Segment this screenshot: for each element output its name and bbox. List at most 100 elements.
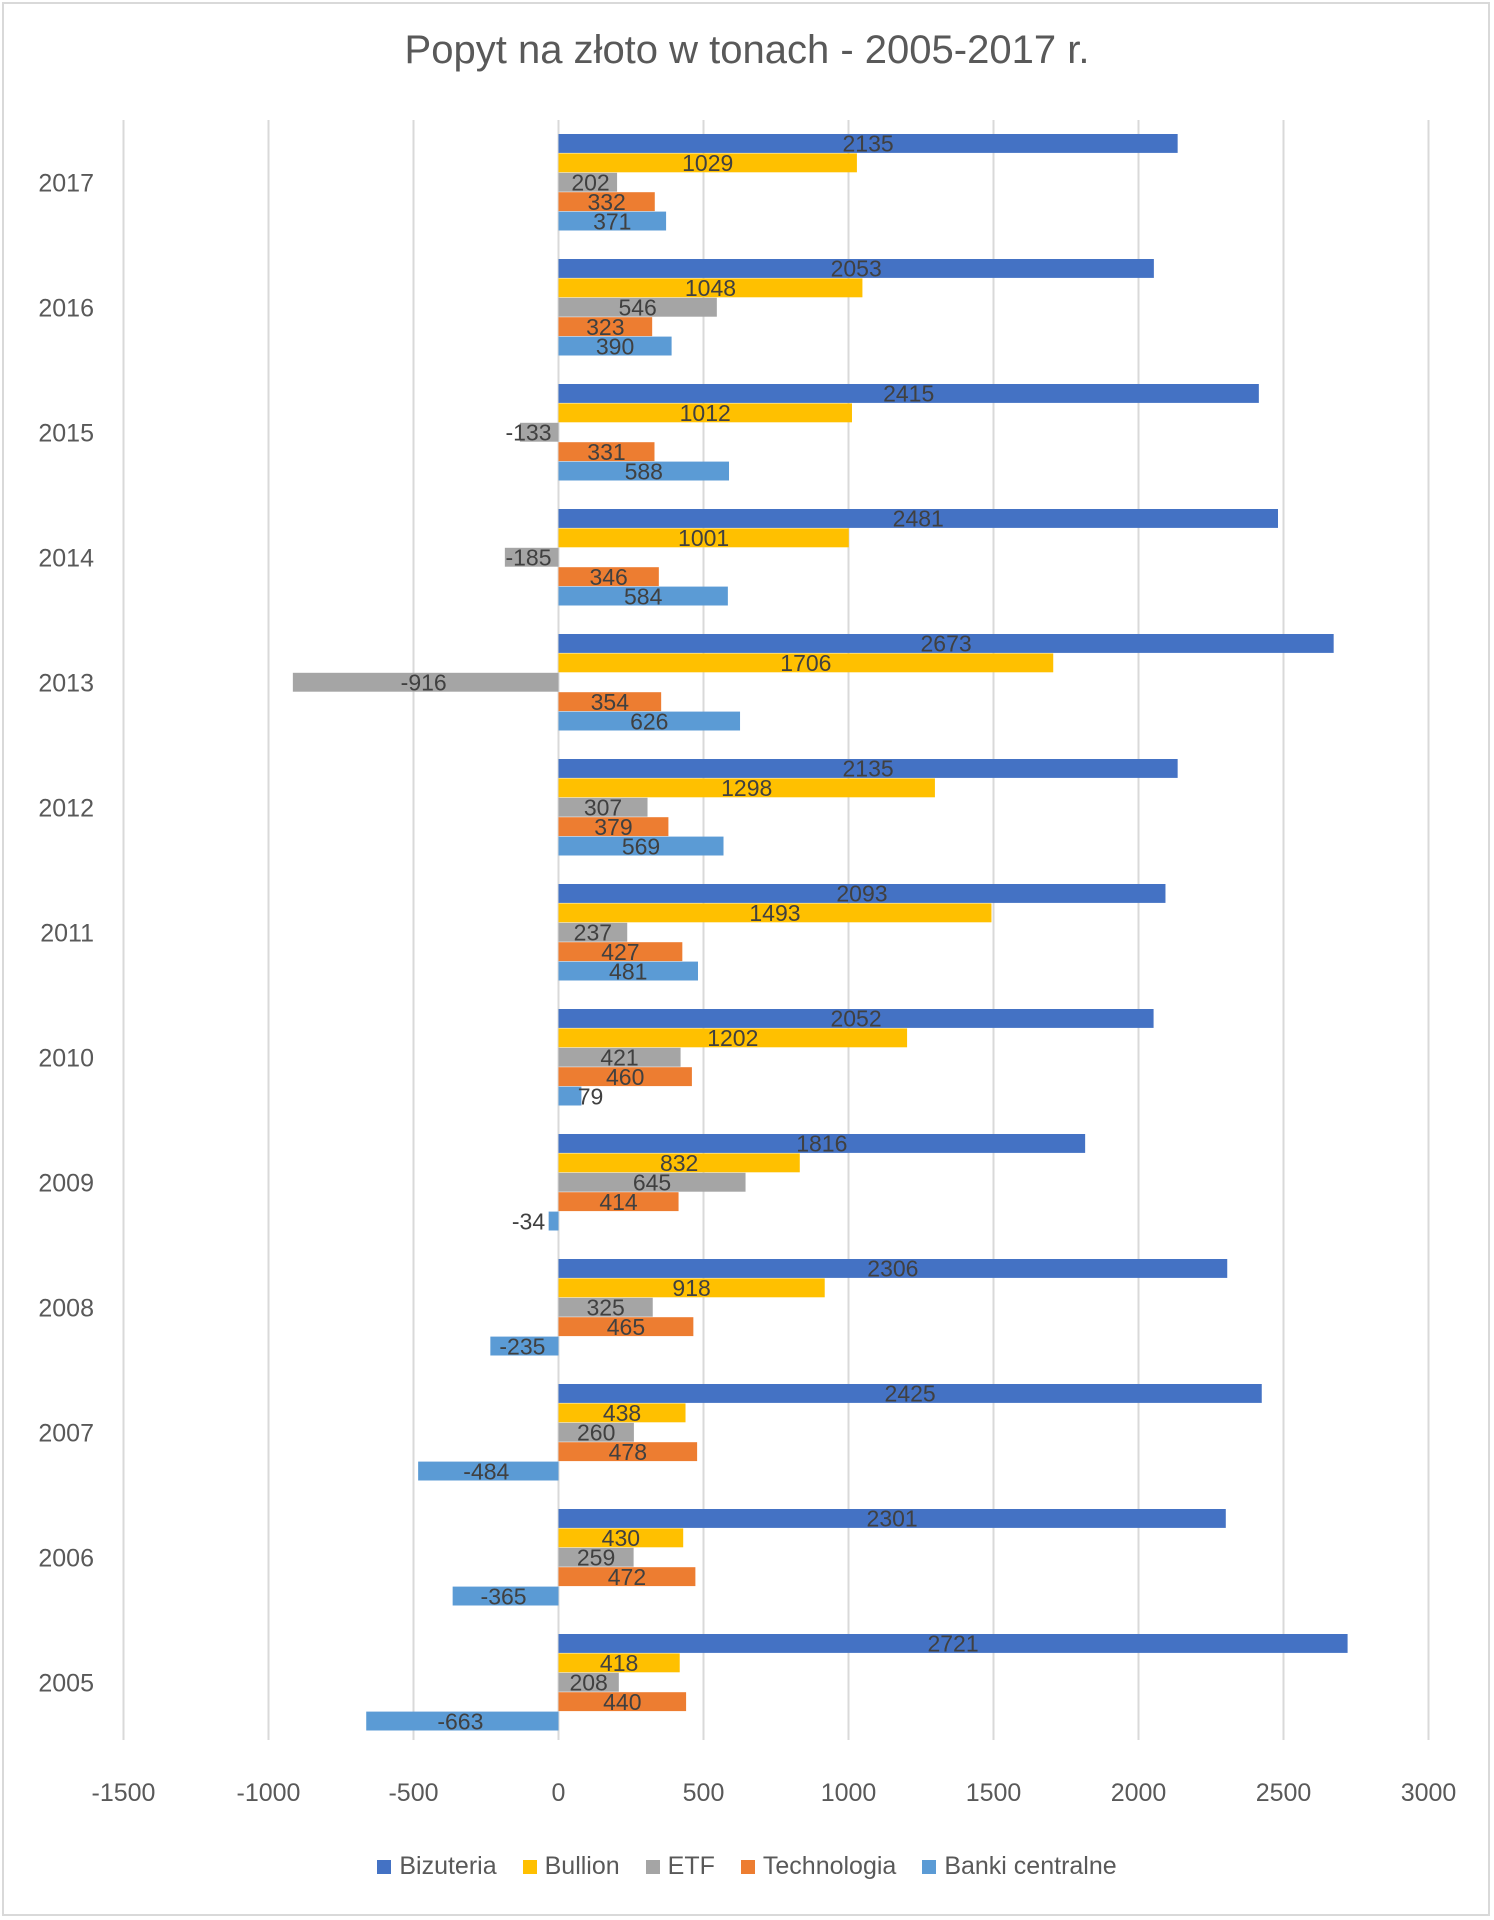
x-tick-label: 0 xyxy=(552,1779,566,1807)
bar-bizuteria xyxy=(558,1009,1154,1028)
y-category-label: 2013 xyxy=(38,670,94,698)
legend: Bizuteria Bullion ETF Technologia Banki cent… xyxy=(0,1852,1494,1881)
legend-swatch xyxy=(922,1859,937,1874)
data-label: 1048 xyxy=(685,275,736,301)
y-category-label: 2015 xyxy=(38,420,94,448)
bar-etf xyxy=(504,547,559,567)
bar-etf xyxy=(558,1297,653,1317)
bar-bullion xyxy=(558,1028,908,1048)
x-tick-label: 2000 xyxy=(1111,1779,1167,1807)
data-label: 331 xyxy=(587,439,625,465)
data-label: 460 xyxy=(606,1064,644,1090)
bar-bizuteria xyxy=(558,634,1334,653)
bar-etf xyxy=(519,422,559,442)
bar-bizuteria xyxy=(558,1259,1228,1278)
data-label: 323 xyxy=(586,314,624,340)
data-label: 354 xyxy=(591,689,630,715)
bar-banki-centralne xyxy=(558,711,741,731)
legend-swatch xyxy=(377,1859,392,1874)
data-label: 481 xyxy=(609,958,647,984)
data-label: 626 xyxy=(630,708,668,734)
axis-labels: -1500 -1000 -500 0 500 1000 1500 2000 2500 3000 20… xyxy=(38,170,1456,1808)
x-tick-label: -1000 xyxy=(237,1779,301,1807)
bar-banki-centralne xyxy=(558,836,724,856)
data-label: 2135 xyxy=(842,756,893,782)
chart-title: Popyt na złoto w tonach - 2005-2017 r. xyxy=(404,28,1090,72)
x-tick-label: -1500 xyxy=(92,1779,156,1807)
data-label: -365 xyxy=(481,1583,527,1609)
bar-bullion xyxy=(558,278,863,298)
bar-bizuteria xyxy=(558,134,1178,153)
x-tick-label: 2500 xyxy=(1256,1779,1312,1807)
data-label: 2053 xyxy=(831,256,882,282)
legend-label: Bizuteria xyxy=(399,1852,497,1880)
data-label: -185 xyxy=(505,545,551,571)
legend-item: Banki centralne xyxy=(922,1852,1117,1881)
bar-bullion xyxy=(558,153,857,173)
bar-bullion xyxy=(558,653,1054,673)
bar-etf xyxy=(292,672,559,692)
data-label: 2415 xyxy=(883,381,934,407)
data-label: -34 xyxy=(512,1208,545,1234)
data-label: 584 xyxy=(624,583,663,609)
bar-bizuteria xyxy=(558,759,1178,778)
data-label: 478 xyxy=(609,1439,647,1465)
data-label: 427 xyxy=(601,939,639,965)
y-category-label: 2008 xyxy=(38,1295,94,1323)
x-tick-label: 500 xyxy=(683,1779,725,1807)
legend-swatch xyxy=(740,1859,755,1874)
data-label: 588 xyxy=(625,458,663,484)
data-label: 2425 xyxy=(885,1381,936,1407)
bar-bizuteria xyxy=(558,509,1278,528)
bar-technologia xyxy=(558,1067,692,1087)
y-category-label: 2011 xyxy=(40,920,94,948)
data-label: 2721 xyxy=(927,1631,978,1657)
legend-label: ETF xyxy=(667,1852,715,1880)
legend-item: Bizuteria xyxy=(377,1852,497,1881)
bar-technologia xyxy=(558,817,669,837)
x-tick-label: -500 xyxy=(388,1779,438,1807)
data-label: 414 xyxy=(599,1189,638,1215)
bar-etf xyxy=(558,1672,619,1692)
bar-etf xyxy=(558,797,648,817)
bar-bullion xyxy=(558,528,849,548)
data-label: 390 xyxy=(596,333,634,359)
data-label: 1012 xyxy=(680,400,731,426)
data-label: 1493 xyxy=(749,900,800,926)
data-label: 2135 xyxy=(842,131,893,157)
bar-technologia xyxy=(558,1692,687,1712)
bar-etf xyxy=(558,1047,681,1067)
y-category-label: 2012 xyxy=(38,795,94,823)
data-label: 440 xyxy=(603,1689,641,1715)
y-category-label: 2016 xyxy=(38,295,94,323)
legend-item: ETF xyxy=(645,1852,715,1881)
bar-technologia xyxy=(558,1442,698,1462)
y-category-label: 2005 xyxy=(38,1670,94,1698)
bar-technologia xyxy=(558,317,653,337)
data-label: -484 xyxy=(463,1458,509,1484)
bar-bullion xyxy=(558,1403,686,1423)
bar-banki-centralne xyxy=(558,211,667,231)
bar-banki-centralne xyxy=(558,961,698,981)
bar-bizuteria xyxy=(558,1634,1348,1653)
bar-technologia xyxy=(558,692,662,712)
data-label: 79 xyxy=(578,1083,604,1109)
data-label: 430 xyxy=(602,1525,640,1551)
bar-etf xyxy=(558,1422,634,1442)
data-label: 1001 xyxy=(678,525,729,551)
y-category-label: 2014 xyxy=(38,545,94,573)
bar-bizuteria xyxy=(558,1384,1262,1403)
bar-bullion xyxy=(558,1153,800,1173)
data-label: 2093 xyxy=(836,881,887,907)
y-category-label: 2007 xyxy=(38,1420,94,1448)
data-label: 202 xyxy=(571,170,609,196)
data-label: 421 xyxy=(600,1045,638,1071)
data-label: 438 xyxy=(603,1400,641,1426)
bar-bizuteria xyxy=(558,1509,1226,1528)
x-tick-label: 1000 xyxy=(821,1779,877,1807)
data-label: 918 xyxy=(672,1275,710,1301)
bar-banki-centralne xyxy=(490,1336,559,1356)
data-label: 325 xyxy=(586,1295,624,1321)
data-label: -663 xyxy=(437,1708,483,1734)
